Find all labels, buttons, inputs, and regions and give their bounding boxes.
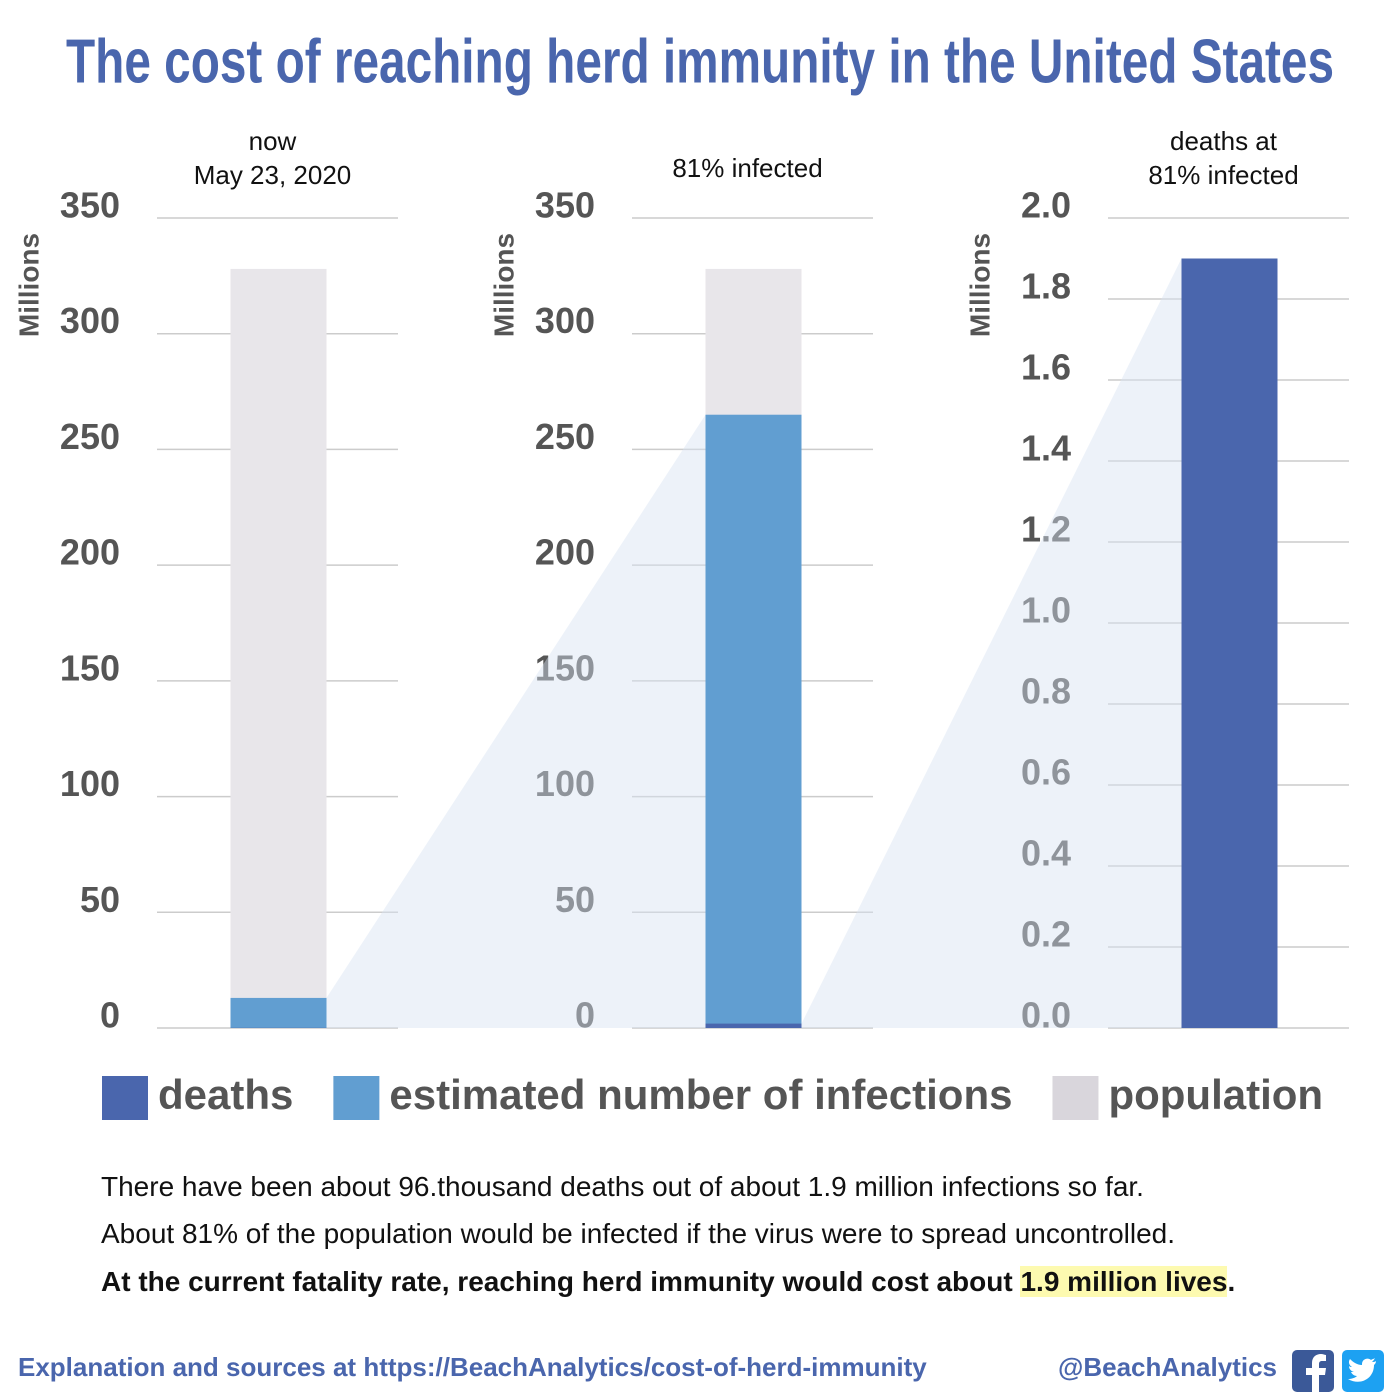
bar	[230, 268, 327, 1028]
legend-label: estimated number of infections	[389, 1071, 1012, 1118]
y-tick-label: 1.0	[1021, 590, 1071, 631]
y-tick-label: 100	[535, 763, 595, 804]
note: There have been about 96.thousand deaths…	[101, 1171, 1144, 1202]
y-tick-label: 0.8	[1021, 671, 1071, 712]
y-tick-label: 0.4	[1021, 833, 1071, 874]
y-tick-label: 50	[80, 879, 120, 920]
y-tick-label: 1.6	[1021, 347, 1071, 388]
y-tick-label: 0.6	[1021, 752, 1071, 793]
y-tick-label: 200	[60, 532, 120, 573]
y-tick-label: 1.4	[1021, 428, 1071, 469]
bar	[705, 414, 802, 1028]
legend-swatch	[1052, 1076, 1099, 1120]
panel-title: May 23, 2020	[194, 160, 352, 190]
legend-swatch	[333, 1076, 380, 1120]
panel-title: 81% infected	[1148, 160, 1298, 190]
y-tick-label: 200	[535, 532, 595, 573]
y-axis-label: Millions	[13, 233, 44, 337]
y-tick-label: 300	[535, 300, 595, 341]
y-tick-label: 0	[100, 995, 120, 1036]
legend-swatch	[102, 1076, 148, 1120]
y-tick-label: 2.0	[1021, 185, 1071, 226]
y-tick-label: 150	[535, 647, 595, 688]
conclusion-end: .	[1227, 1266, 1236, 1297]
zoom-funnel	[801, 258, 1182, 1028]
y-tick-label: 350	[535, 185, 595, 226]
y-tick-label: 350	[60, 185, 120, 226]
panel-title: 81% infected	[672, 153, 822, 183]
conclusion: At the current fatality rate, reaching h…	[101, 1266, 1235, 1298]
note: About 81% of the population would be inf…	[101, 1218, 1176, 1249]
panel-title: now	[249, 126, 297, 156]
y-tick-label: 100	[60, 763, 120, 804]
conclusion-text: At the current fatality rate, reaching h…	[101, 1266, 1021, 1297]
y-tick-label: 50	[555, 879, 595, 920]
legend-label: deaths	[158, 1071, 293, 1118]
y-axis-label: Millions	[964, 233, 995, 337]
chart-title: The cost of reaching herd immunity in th…	[66, 27, 1334, 96]
source-link[interactable]: Explanation and sources at https://Beach…	[18, 1352, 927, 1382]
twitter-icon	[1342, 1350, 1384, 1392]
facebook-icon	[1292, 1350, 1334, 1392]
y-tick-label: 0	[575, 995, 595, 1036]
y-tick-label: 250	[535, 416, 595, 457]
bar	[230, 997, 327, 1028]
y-tick-label: 1.8	[1021, 266, 1071, 307]
bar	[1181, 258, 1278, 1028]
y-tick-label: 0.0	[1021, 995, 1071, 1036]
y-axis-label: Millions	[488, 233, 519, 337]
zoom-funnel	[326, 414, 706, 1028]
panel-title: deaths at	[1170, 126, 1278, 156]
bar	[705, 1023, 802, 1028]
highlight: 1.9 million lives	[1020, 1266, 1228, 1297]
y-tick-label: 1.2	[1021, 509, 1071, 550]
legend-label: population	[1108, 1071, 1323, 1118]
y-tick-label: 0.2	[1021, 914, 1071, 955]
y-tick-label: 250	[60, 416, 120, 457]
handle[interactable]: @BeachAnalytics	[1058, 1352, 1277, 1382]
y-tick-label: 300	[60, 300, 120, 341]
y-tick-label: 150	[60, 647, 120, 688]
